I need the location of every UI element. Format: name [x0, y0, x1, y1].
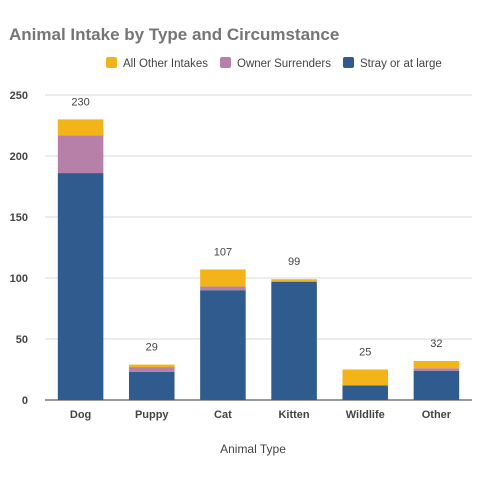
bar-segment	[128, 364, 175, 368]
chart-title: Animal Intake by Type and Circumstance	[9, 25, 340, 44]
legend-item: Stray or at large	[342, 57, 442, 70]
x-axis-title: Animal Type	[220, 442, 286, 456]
bar-segment	[57, 119, 104, 136]
bar-segment	[342, 385, 389, 400]
bar-segment	[342, 369, 389, 386]
legend-swatch	[342, 57, 354, 68]
data-label: 25	[359, 347, 371, 359]
y-tick-label: 0	[22, 395, 28, 407]
data-label: 99	[288, 256, 300, 268]
x-tick-label: Other	[422, 409, 452, 421]
bar-segment	[200, 286, 246, 291]
bar-segment	[413, 360, 460, 369]
legend-label: Stray or at large	[359, 58, 442, 70]
data-label: 107	[214, 246, 232, 258]
legend: All Other Intakes Owner Surrenders Stray o…	[106, 57, 480, 73]
y-tick-label: 100	[10, 273, 28, 285]
legend-swatch	[106, 57, 117, 68]
data-label: 29	[146, 342, 158, 354]
legend-label: All Other Intakes	[123, 58, 209, 70]
legend-item: Owner Surrenders	[220, 57, 331, 70]
y-tick-label: 150	[10, 212, 28, 224]
legend-label: Owner Surrenders	[237, 58, 331, 70]
y-tick-label: 200	[10, 151, 28, 163]
x-tick-label: Wildlife	[346, 409, 385, 421]
bar-segment	[271, 279, 317, 282]
bar-segment	[200, 290, 246, 400]
bar-segment	[57, 135, 104, 174]
data-label: 32	[430, 338, 442, 350]
bar-segment	[200, 269, 246, 287]
x-tick-label: Cat	[214, 409, 232, 421]
y-tick-label: 50	[16, 334, 28, 346]
legend-swatch	[220, 57, 232, 68]
x-tick-label: Puppy	[135, 409, 169, 421]
bar-segment	[128, 367, 175, 372]
bar-segment	[413, 370, 460, 400]
y-tick-label: 250	[10, 90, 28, 102]
legend-item: All Other Intakes	[106, 57, 208, 70]
bar-segment	[271, 281, 317, 400]
data-label: 230	[71, 96, 89, 108]
x-tick-label: Kitten	[278, 409, 309, 421]
bar-segment	[128, 371, 175, 400]
bar-segment	[57, 173, 104, 400]
bar-segment	[413, 368, 460, 371]
x-tick-label: Dog	[70, 409, 91, 421]
